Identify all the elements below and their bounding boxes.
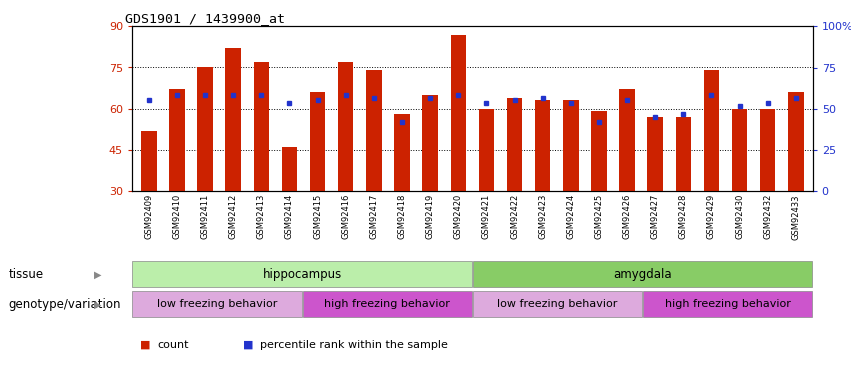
Bar [303,291,471,317]
Bar [226,48,241,191]
Bar [366,70,381,191]
Bar [473,261,812,287]
Bar [643,291,812,317]
Text: ▶: ▶ [94,300,101,310]
Bar [535,100,551,191]
Bar [338,62,353,191]
Bar [394,114,409,191]
Bar [676,117,691,191]
Text: percentile rank within the sample: percentile rank within the sample [260,340,448,350]
Bar [591,111,607,191]
Text: ■: ■ [243,340,253,350]
Bar [169,90,185,191]
Text: hippocampus: hippocampus [262,268,342,280]
Text: high freezing behavior: high freezing behavior [665,299,791,309]
Text: ▶: ▶ [94,270,101,280]
Bar [788,92,803,191]
Bar [310,92,325,191]
Bar [478,109,494,191]
Text: ■: ■ [140,340,151,350]
Bar [648,117,663,191]
Text: high freezing behavior: high freezing behavior [324,299,450,309]
Text: amygdala: amygdala [614,268,671,280]
Bar [133,261,471,287]
Bar [732,109,747,191]
Text: tissue: tissue [9,268,43,281]
Bar [563,100,579,191]
Bar [282,147,297,191]
Bar [760,109,775,191]
Bar [704,70,719,191]
Bar [620,90,635,191]
Text: GDS1901 / 1439900_at: GDS1901 / 1439900_at [125,12,285,25]
Bar [197,68,213,191]
Text: low freezing behavior: low freezing behavior [497,299,618,309]
Bar [141,131,157,191]
Bar [133,291,301,317]
Bar [254,62,269,191]
Bar [473,291,642,317]
Bar [450,34,466,191]
Text: low freezing behavior: low freezing behavior [157,299,277,309]
Text: genotype/variation: genotype/variation [9,298,121,311]
Bar [506,98,523,191]
Text: count: count [157,340,189,350]
Bar [422,95,438,191]
